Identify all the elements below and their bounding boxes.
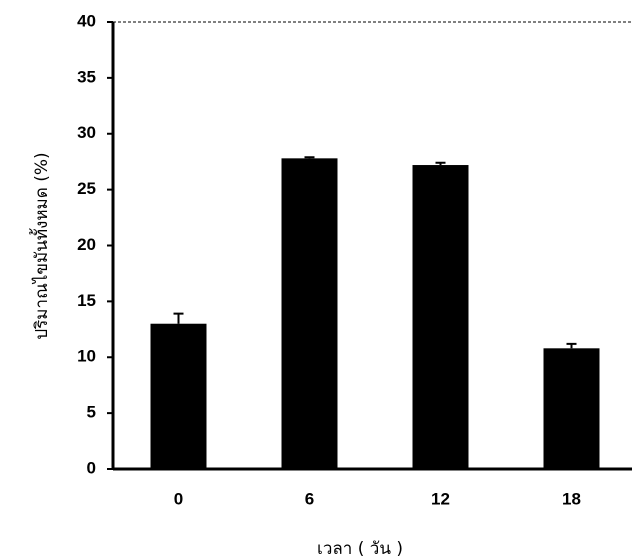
y-tick-label: 40 [77, 11, 96, 30]
error-bar [305, 157, 315, 158]
y-tick-label: 0 [87, 458, 96, 477]
error-bar [174, 314, 184, 324]
y-tick-label: 20 [77, 235, 96, 254]
y-tick-label: 5 [87, 403, 96, 422]
error-bar [567, 344, 577, 348]
y-tick-label: 15 [77, 291, 96, 310]
x-tick-label: 6 [305, 489, 314, 508]
bar [151, 324, 207, 469]
bar [282, 158, 338, 469]
x-tick-label: 0 [174, 489, 183, 508]
y-axis-label: ปริมาณไขมันทั้งหมด (%) [29, 152, 52, 339]
y-tick-label: 25 [77, 179, 96, 198]
y-tick-label: 30 [77, 123, 96, 142]
chart: เวลา ( วัน ) ปริมาณไขมันทั้งหมด (%) 0 5 10… [0, 0, 632, 559]
x-tick-label: 18 [562, 489, 581, 508]
y-tick-label: 10 [77, 347, 96, 366]
x-axis-label: เวลา ( วัน ) [317, 539, 403, 559]
x-tick-label: 12 [431, 489, 450, 508]
error-bar [436, 163, 446, 165]
bar [413, 165, 469, 469]
y-tick-label: 35 [77, 67, 96, 86]
bar [544, 348, 600, 469]
